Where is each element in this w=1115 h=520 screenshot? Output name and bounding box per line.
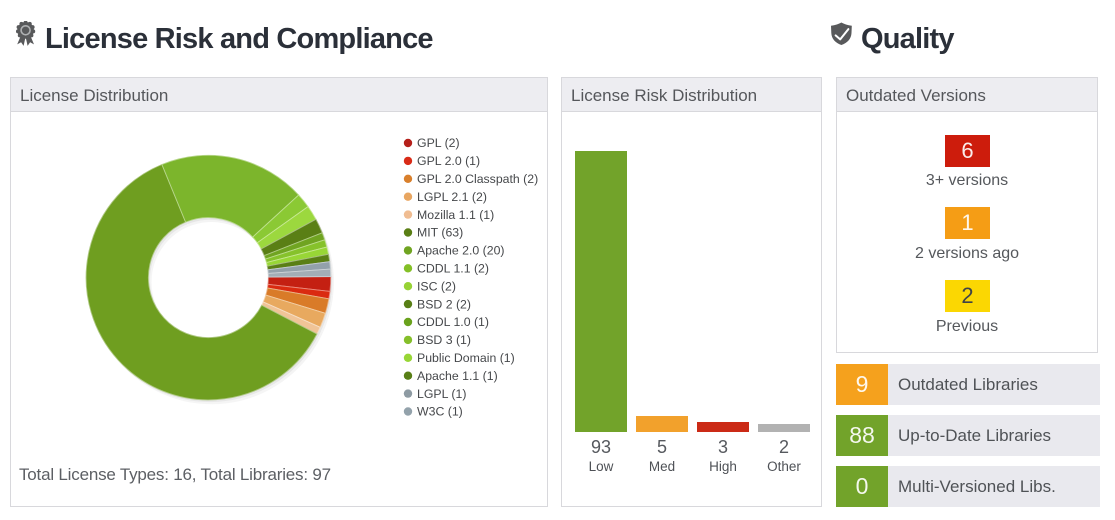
svg-text:ISC (2): ISC (2): [417, 279, 456, 293]
svg-text:GPL (2): GPL (2): [417, 136, 460, 150]
svg-text:Mozilla 1.1 (1): Mozilla 1.1 (1): [417, 208, 494, 222]
svg-text:MIT (63): MIT (63): [417, 226, 463, 240]
svg-text:CDDL 1.1 (2): CDDL 1.1 (2): [417, 262, 489, 276]
svg-text:W3C (1): W3C (1): [417, 405, 463, 419]
svg-text:BSD 3 (1): BSD 3 (1): [417, 333, 471, 347]
svg-text:BSD 2 (2): BSD 2 (2): [417, 297, 471, 311]
svg-text:LGPL 2.1 (2): LGPL 2.1 (2): [417, 190, 487, 204]
svg-text:CDDL 1.0 (1): CDDL 1.0 (1): [417, 315, 489, 329]
svg-text:Public Domain (1): Public Domain (1): [417, 351, 515, 365]
svg-text:GPL 2.0 (1): GPL 2.0 (1): [417, 154, 480, 168]
svg-text:GPL 2.0 Classpath (2): GPL 2.0 Classpath (2): [417, 172, 538, 186]
svg-text:Apache 2.0 (20): Apache 2.0 (20): [417, 244, 505, 258]
svg-text:Apache 1.1 (1): Apache 1.1 (1): [417, 369, 498, 383]
svg-text:LGPL (1): LGPL (1): [417, 387, 466, 401]
